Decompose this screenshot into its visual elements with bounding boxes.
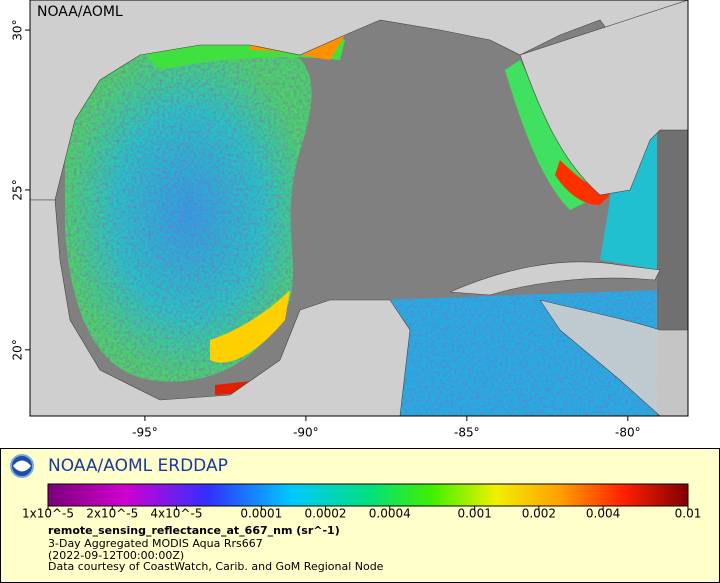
land — [539, 299, 688, 416]
colorbar-tick-label: 0.002 — [522, 507, 556, 521]
x-tick-label: -90° — [293, 426, 319, 440]
land — [30, 199, 411, 416]
legend-title: NOAA/AOML ERDDAP — [48, 456, 228, 476]
reflectance-field — [210, 290, 290, 363]
legend-line: Data courtesy of CoastWatch, Carib. and … — [48, 560, 384, 573]
noaa-logo-bird — [13, 460, 31, 472]
colorbar-tick-label: 2x10^-5 — [86, 507, 138, 521]
land — [449, 261, 661, 296]
colorbar-tick-label: 4x10^-5 — [150, 507, 202, 521]
reflectance-texture — [64, 44, 312, 382]
colorbar-tick-label: 0.001 — [457, 507, 491, 521]
colorbar-tick-label: 0.004 — [586, 507, 620, 521]
variable-name: remote_sensing_reflectance_at_667_nm (sr… — [48, 524, 340, 537]
colorbar-tick-label: 0.0001 — [240, 507, 282, 521]
legend-box — [0, 448, 720, 583]
y-tick-label: 30° — [11, 19, 25, 40]
land — [519, 0, 688, 196]
colorbar-tick-label: 0.01 — [675, 507, 702, 521]
colorbar-tick-label: 1x10^-5 — [22, 507, 74, 521]
colorbar-tick-label: 0.0004 — [369, 507, 411, 521]
watermark: NOAA/AOML — [37, 4, 123, 20]
y-tick-label: 25° — [11, 179, 25, 200]
x-tick-label: -85° — [454, 426, 480, 440]
colorbar-tick-label: 0.0002 — [305, 507, 347, 521]
x-tick-label: -80° — [615, 426, 641, 440]
x-tick-label: -95° — [132, 426, 158, 440]
legend-line: (2022-09-12T00:00:00Z) — [48, 549, 184, 562]
legend-line: 3-Day Aggregated MODIS Aqua Rrs667 — [48, 537, 263, 550]
map: NOAA/AOML — [30, 0, 688, 416]
y-tick-label: 20° — [11, 339, 25, 360]
map-frame — [29, 0, 689, 417]
colorbar — [47, 483, 689, 507]
reflectance-field — [505, 60, 600, 210]
